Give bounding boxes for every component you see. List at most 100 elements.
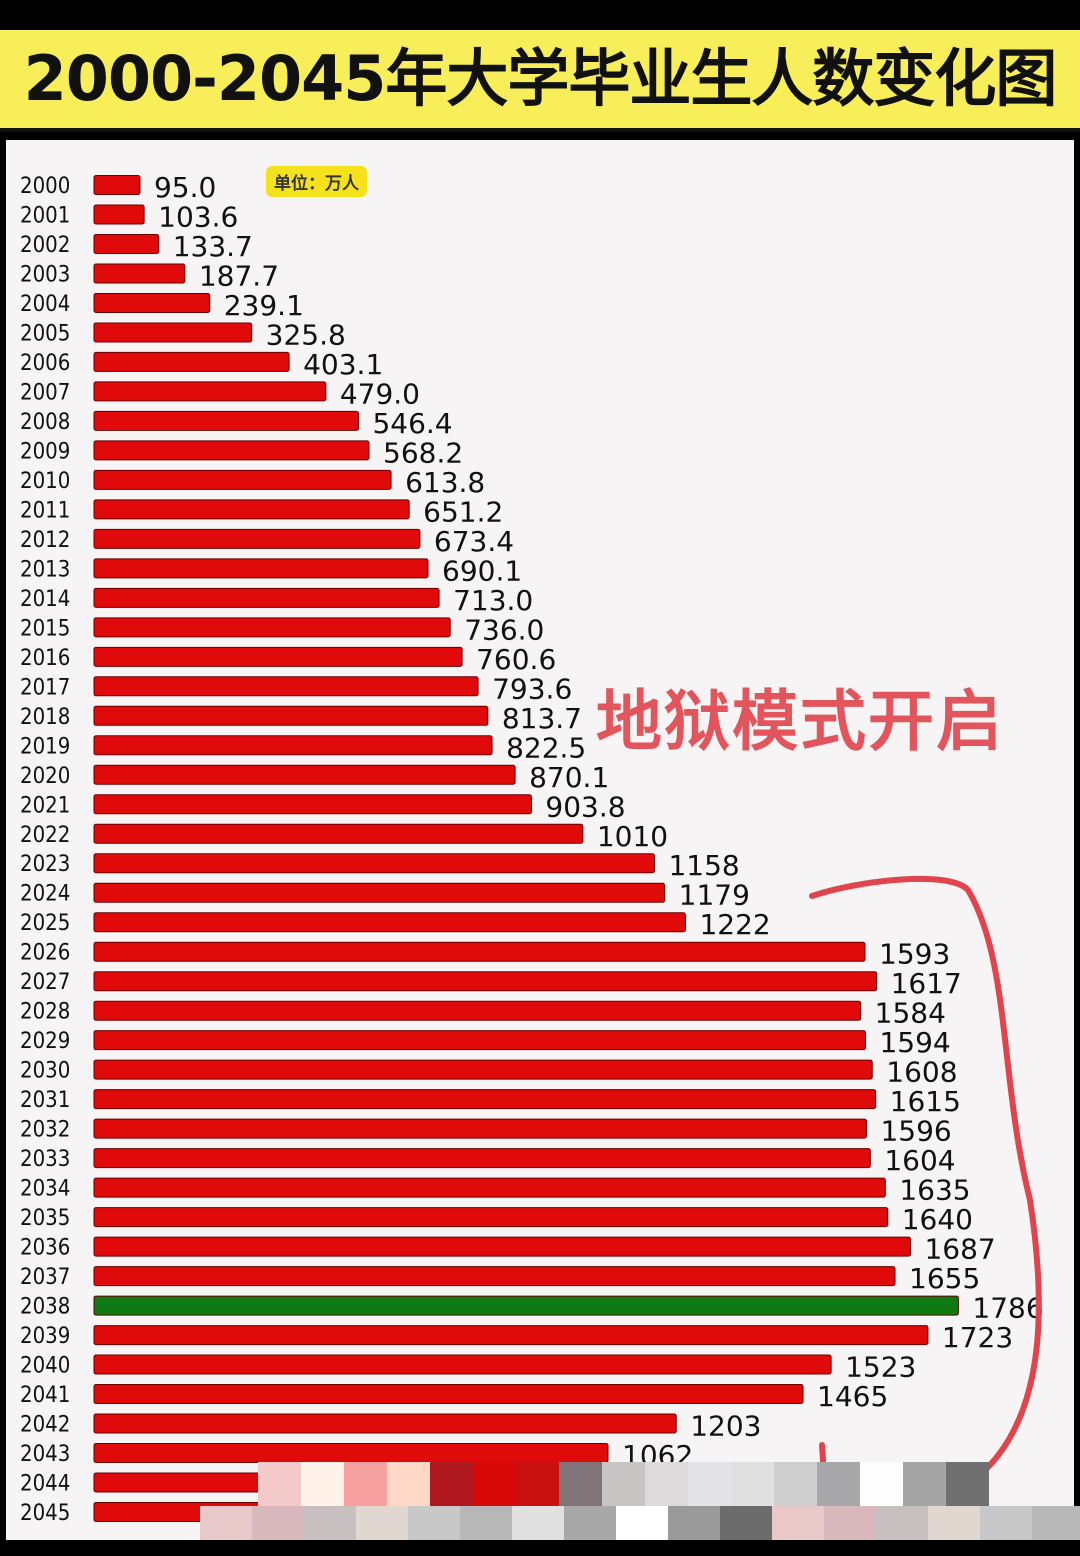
pixelated-mosaic bbox=[860, 1462, 903, 1506]
data-label: 1584 bbox=[875, 997, 946, 1030]
pixelated-mosaic bbox=[304, 1506, 356, 1540]
pixelated-mosaic bbox=[512, 1506, 564, 1540]
data-label: 103.6 bbox=[158, 200, 238, 233]
year-label: 2036 bbox=[20, 1236, 70, 1261]
chart-title: 2000-2045年大学毕业生人数变化图 bbox=[23, 42, 1058, 115]
bar bbox=[93, 1266, 896, 1287]
bar bbox=[93, 1384, 804, 1405]
pixelated-mosaic bbox=[430, 1462, 473, 1506]
bar bbox=[93, 823, 584, 844]
bar bbox=[93, 1295, 959, 1316]
year-label: 2003 bbox=[20, 262, 70, 287]
bar bbox=[93, 1472, 275, 1493]
pixelated-mosaic bbox=[387, 1462, 430, 1506]
data-label: 1593 bbox=[879, 938, 950, 971]
pixelated-mosaic bbox=[720, 1506, 772, 1540]
data-label: 1635 bbox=[899, 1174, 970, 1207]
year-label: 2019 bbox=[20, 734, 70, 759]
bar bbox=[93, 558, 429, 579]
data-label: 1655 bbox=[909, 1262, 980, 1295]
data-label: 1723 bbox=[942, 1321, 1013, 1354]
data-label: 613.8 bbox=[405, 466, 485, 499]
year-label: 2035 bbox=[20, 1206, 70, 1231]
year-label: 2033 bbox=[20, 1147, 70, 1172]
annotation-text: 地狱模式开启 bbox=[596, 683, 1004, 760]
year-label: 2038 bbox=[20, 1295, 70, 1320]
pixelated-mosaic bbox=[824, 1506, 876, 1540]
data-label: 187.7 bbox=[199, 259, 279, 292]
bar bbox=[93, 175, 141, 195]
data-label: 1523 bbox=[845, 1351, 916, 1384]
unit-badge: 单位：万人 bbox=[266, 166, 367, 197]
data-label: 1608 bbox=[886, 1056, 957, 1089]
bar bbox=[93, 410, 359, 431]
data-label: 673.4 bbox=[434, 525, 514, 558]
year-label: 2015 bbox=[20, 616, 70, 641]
pixelated-mosaic bbox=[903, 1462, 946, 1506]
pixelated-mosaic bbox=[876, 1506, 928, 1540]
year-label: 2005 bbox=[20, 321, 70, 346]
bar bbox=[93, 469, 392, 490]
bar bbox=[93, 381, 327, 402]
data-label: 1158 bbox=[668, 849, 739, 882]
data-label: 479.0 bbox=[340, 377, 420, 410]
year-label: 2042 bbox=[20, 1413, 70, 1438]
data-label: 690.1 bbox=[442, 554, 522, 587]
data-label: 1615 bbox=[890, 1085, 961, 1118]
pixelated-mosaic bbox=[460, 1506, 512, 1540]
pixelated-mosaic bbox=[258, 1462, 301, 1506]
bar bbox=[93, 587, 440, 608]
bar bbox=[93, 646, 463, 667]
bar bbox=[93, 676, 479, 697]
data-label: 133.7 bbox=[173, 230, 253, 263]
year-label: 2026 bbox=[20, 941, 70, 966]
year-label: 2012 bbox=[20, 528, 70, 553]
year-label: 2010 bbox=[20, 469, 70, 494]
data-label: 1179 bbox=[679, 879, 750, 912]
year-label: 2008 bbox=[20, 410, 70, 435]
year-label: 2044 bbox=[20, 1472, 70, 1497]
pixelated-mosaic bbox=[817, 1462, 860, 1506]
pixelated-mosaic bbox=[356, 1506, 408, 1540]
pixelated-mosaic bbox=[731, 1462, 774, 1506]
data-label: 239.1 bbox=[224, 289, 304, 322]
year-label: 2025 bbox=[20, 911, 70, 936]
bar bbox=[93, 882, 666, 903]
pixelated-mosaic bbox=[516, 1462, 559, 1506]
year-label: 2006 bbox=[20, 351, 70, 376]
pixelated-mosaic bbox=[344, 1462, 387, 1506]
data-label: 568.2 bbox=[383, 436, 463, 469]
year-label: 2034 bbox=[20, 1177, 70, 1202]
year-label: 2021 bbox=[20, 793, 70, 818]
bar bbox=[93, 764, 516, 785]
bar bbox=[93, 204, 145, 225]
bar bbox=[93, 440, 370, 461]
year-label: 2032 bbox=[20, 1118, 70, 1143]
bar bbox=[93, 1148, 871, 1169]
bar bbox=[93, 1118, 867, 1139]
bar bbox=[93, 351, 290, 372]
bar bbox=[93, 263, 186, 284]
pixelated-mosaic bbox=[645, 1462, 688, 1506]
data-label: 1617 bbox=[891, 967, 962, 1000]
bar bbox=[93, 617, 451, 638]
pixelated-mosaic bbox=[980, 1506, 1032, 1540]
bar bbox=[93, 1177, 886, 1198]
pixelated-mosaic bbox=[200, 1506, 252, 1540]
year-label: 2004 bbox=[20, 292, 70, 317]
data-label: 870.1 bbox=[529, 761, 609, 794]
year-label: 2002 bbox=[20, 233, 70, 258]
bar bbox=[93, 1413, 677, 1434]
bar bbox=[93, 705, 489, 726]
bar bbox=[93, 1443, 609, 1464]
pixelated-mosaic bbox=[473, 1462, 516, 1506]
pixelated-mosaic bbox=[1032, 1506, 1080, 1540]
year-label: 2000 bbox=[20, 174, 70, 199]
pixelated-mosaic bbox=[559, 1462, 602, 1506]
pixelated-mosaic bbox=[252, 1506, 304, 1540]
data-label: 546.4 bbox=[372, 407, 452, 440]
data-label: 903.8 bbox=[545, 790, 625, 823]
data-label: 1640 bbox=[902, 1203, 973, 1236]
data-label: 1222 bbox=[699, 908, 770, 941]
data-label: 1594 bbox=[879, 1026, 950, 1059]
